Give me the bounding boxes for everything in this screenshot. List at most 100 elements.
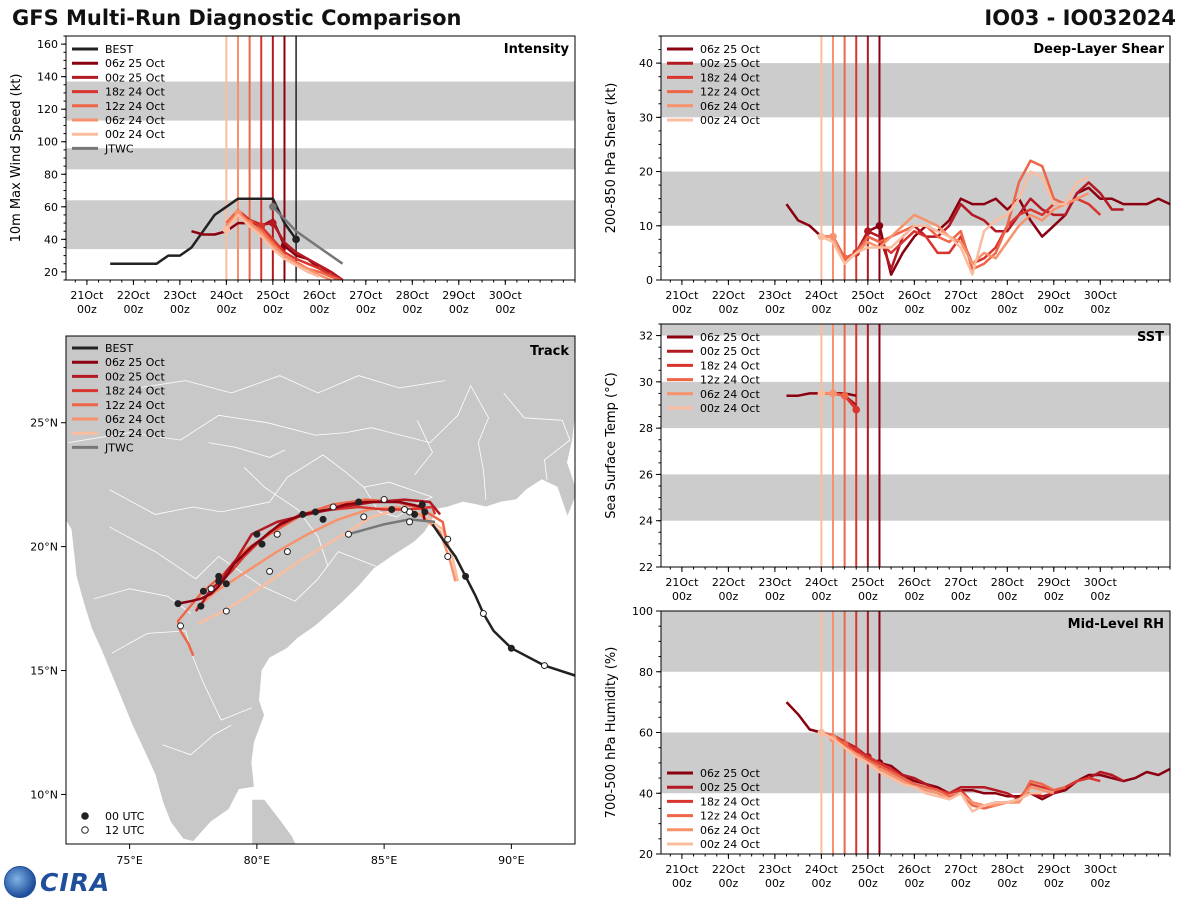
intensity-xtick-sublabel: 00z <box>170 303 190 316</box>
track-point-06z-25-oct <box>197 602 205 610</box>
cira-logo-text: CIRA <box>40 867 111 897</box>
sst-marker-12z-24-oct <box>840 391 849 400</box>
rh-xtick-sublabel: 00z <box>719 877 739 890</box>
lat-tick-label: 15°N <box>30 665 58 678</box>
intensity-xtick-label: 23Oct <box>163 289 197 302</box>
shear-xtick-sublabel: 00z <box>858 303 878 316</box>
rh-xtick-sublabel: 00z <box>1044 877 1064 890</box>
rh-legend-label-18z-24-oct: 18z 24 Oct <box>700 795 760 808</box>
intensity-ytick-label: 80 <box>44 168 58 181</box>
intensity-series-18z-24-oct <box>225 208 344 280</box>
intensity-marker-jtwc <box>269 203 277 211</box>
track-marker-legend-label: 12 UTC <box>105 824 145 837</box>
intensity-xtick-label: 30Oct <box>489 289 523 302</box>
shear-xtick-sublabel: 00z <box>672 303 692 316</box>
track-point-best <box>540 662 548 670</box>
track-point-18z-24-oct <box>411 510 419 518</box>
track-line-best <box>431 523 575 677</box>
rh-series-00z-24-oct <box>820 731 1043 813</box>
shear-marker-06z-25-oct <box>875 221 884 230</box>
track-point-00z-24-oct <box>360 513 368 521</box>
track-point-00z-25-oct <box>253 530 261 538</box>
shear-xtick-sublabel: 00z <box>1090 303 1110 316</box>
sst-legend-label-06z-24-oct: 06z 24 Oct <box>700 388 760 401</box>
track-point-06z-24-oct <box>283 548 291 556</box>
shear-panel: 01020304021Oct00z22Oct00z23Oct00z24Oct00… <box>604 35 1171 316</box>
rh-xtick-sublabel: 00z <box>904 877 924 890</box>
intensity-marker-00z-24-oct <box>222 225 231 234</box>
map-state-border-4 <box>162 724 232 756</box>
intensity-xtick-label: 28Oct <box>396 289 430 302</box>
intensity-xtick-sublabel: 00z <box>402 303 422 316</box>
track-point-06z-25-oct <box>258 540 266 548</box>
track-point-jtwc <box>344 530 352 538</box>
shear-xtick-label: 26Oct <box>898 289 932 302</box>
lon-tick-label: 90°E <box>498 854 524 867</box>
track-point-00z-25-oct <box>355 498 363 506</box>
rh-xtick-label: 28Oct <box>991 863 1025 876</box>
track-point-best <box>507 644 515 652</box>
rh-plot-layer <box>661 611 1170 854</box>
rh-legend-label-06z-25-oct: 06z 25 Oct <box>700 767 760 780</box>
shear-legend-label-06z-25-oct: 06z 25 Oct <box>700 43 760 56</box>
intensity-plot-layer <box>66 36 575 280</box>
shear-marker-00z-24-oct <box>817 232 826 241</box>
shear-title: Deep-Layer Shear <box>1033 42 1164 57</box>
shear-xtick-label: 22Oct <box>712 289 746 302</box>
sst-xtick-label: 21Oct <box>665 576 699 589</box>
shear-ytick-label: 20 <box>639 166 653 179</box>
intensity-xtick-label: 25Oct <box>256 289 290 302</box>
map-state-border-0 <box>68 385 472 444</box>
map-state-border-11 <box>470 385 489 500</box>
rh-marker-00z-24-oct <box>817 728 826 737</box>
sst-xtick-sublabel: 00z <box>719 590 739 603</box>
map-myanmar-land <box>574 509 575 540</box>
track-marker-legend-12-utc <box>81 826 89 834</box>
sst-legend-label-12z-24-oct: 12z 24 Oct <box>700 374 760 387</box>
intensity-xtick-label: 22Oct <box>117 289 151 302</box>
sst-panel: 22242628303221Oct00z22Oct00z23Oct00z24Oc… <box>604 323 1171 603</box>
shear-legend-label-18z-24-oct: 18z 24 Oct <box>700 71 760 84</box>
sst-xtick-label: 29Oct <box>1037 576 1071 589</box>
intensity-ylabel: 10m Max Wind Speed (kt) <box>9 74 24 243</box>
rh-xtick-label: 30Oct <box>1084 863 1118 876</box>
intensity-xtick-label: 29Oct <box>442 289 476 302</box>
sst-xtick-sublabel: 00z <box>1090 590 1110 603</box>
intensity-panel: 2040608010012014016021Oct00z22Oct00z23Oc… <box>9 35 576 316</box>
intensity-series-jtwc <box>271 205 344 265</box>
track-marker-legend-label: 00 UTC <box>105 810 145 823</box>
track-point-00z-25-oct <box>199 587 207 595</box>
lon-tick-label: 75°E <box>116 854 142 867</box>
shear-xtick-label: 24Oct <box>805 289 839 302</box>
rh-ytick-label: 20 <box>639 848 653 861</box>
sst-ytick-label: 22 <box>639 561 653 574</box>
sst-xtick-label: 28Oct <box>991 576 1025 589</box>
intensity-marker-best <box>292 235 300 244</box>
sst-band-0 <box>661 474 1170 521</box>
shear-legend-label-12z-24-oct: 12z 24 Oct <box>700 86 760 99</box>
track-point-06z-24-oct <box>400 505 408 513</box>
lat-tick-label: 25°N <box>30 417 58 430</box>
rh-xtick-sublabel: 00z <box>811 877 831 890</box>
sst-xtick-sublabel: 00z <box>765 590 785 603</box>
sst-xtick-sublabel: 00z <box>951 590 971 603</box>
shear-band-0 <box>661 171 1170 226</box>
lon-tick-label: 80°E <box>244 854 270 867</box>
rh-xtick-sublabel: 00z <box>858 877 878 890</box>
rh-xtick-label: 29Oct <box>1037 863 1071 876</box>
track-point-06z-25-oct <box>174 600 182 608</box>
intensity-band-1 <box>66 148 575 170</box>
shear-xtick-sublabel: 00z <box>951 303 971 316</box>
rh-xtick-sublabel: 00z <box>765 877 785 890</box>
track-point-00z-25-oct <box>418 501 426 509</box>
rh-ytick-label: 100 <box>632 605 653 618</box>
track-frame <box>65 335 576 845</box>
track-point-06z-25-oct <box>388 505 396 513</box>
track-line-jtwc <box>348 518 436 536</box>
sst-xtick-label: 22Oct <box>712 576 746 589</box>
rh-xtick-label: 24Oct <box>805 863 839 876</box>
intensity-xtick-sublabel: 00z <box>356 303 376 316</box>
intensity-legend-label-06z-25-oct: 06z 25 Oct <box>105 57 165 70</box>
sst-band-2 <box>661 324 1170 336</box>
rh-xtick-sublabel: 00z <box>997 877 1017 890</box>
